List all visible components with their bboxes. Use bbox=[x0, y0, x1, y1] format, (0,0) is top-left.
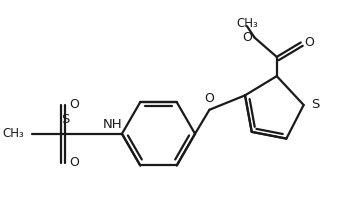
Text: O: O bbox=[204, 92, 214, 105]
Text: S: S bbox=[311, 98, 320, 111]
Text: CH₃: CH₃ bbox=[2, 127, 24, 140]
Text: O: O bbox=[69, 98, 79, 111]
Text: NH: NH bbox=[103, 118, 122, 131]
Text: O: O bbox=[69, 156, 79, 169]
Text: S: S bbox=[61, 113, 69, 126]
Text: O: O bbox=[242, 31, 252, 44]
Text: CH₃: CH₃ bbox=[236, 17, 258, 30]
Text: O: O bbox=[305, 36, 314, 49]
